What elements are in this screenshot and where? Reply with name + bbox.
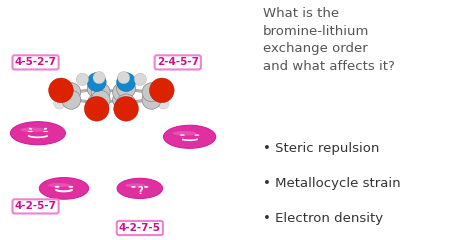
Ellipse shape — [87, 72, 106, 91]
Ellipse shape — [84, 96, 109, 121]
Ellipse shape — [20, 127, 45, 132]
Ellipse shape — [120, 99, 132, 110]
Ellipse shape — [117, 72, 136, 91]
Ellipse shape — [10, 122, 65, 145]
Ellipse shape — [68, 186, 73, 188]
Ellipse shape — [91, 90, 110, 109]
Ellipse shape — [91, 99, 102, 110]
Text: What is the
bromine-lithium
exchange order
and what affects it?: What is the bromine-lithium exchange ord… — [263, 7, 395, 73]
Ellipse shape — [43, 131, 48, 132]
Ellipse shape — [91, 83, 110, 102]
Ellipse shape — [49, 78, 73, 103]
Text: ?: ? — [137, 186, 143, 196]
Text: 4-2-5-7: 4-2-5-7 — [15, 201, 56, 211]
Ellipse shape — [118, 72, 130, 84]
Ellipse shape — [149, 78, 174, 103]
Ellipse shape — [173, 131, 196, 136]
Ellipse shape — [164, 125, 216, 148]
Ellipse shape — [114, 96, 138, 121]
Ellipse shape — [194, 134, 200, 136]
Ellipse shape — [87, 79, 106, 98]
Ellipse shape — [87, 94, 106, 113]
Ellipse shape — [76, 73, 89, 85]
Ellipse shape — [48, 183, 70, 187]
Ellipse shape — [142, 90, 161, 109]
Ellipse shape — [93, 72, 105, 84]
Ellipse shape — [144, 186, 148, 188]
Ellipse shape — [180, 134, 185, 136]
Ellipse shape — [62, 90, 81, 109]
Text: • Steric repulsion: • Steric repulsion — [263, 142, 380, 155]
Ellipse shape — [142, 83, 161, 102]
Ellipse shape — [62, 83, 81, 102]
Ellipse shape — [158, 98, 169, 109]
Ellipse shape — [54, 98, 65, 109]
Ellipse shape — [27, 131, 33, 132]
Ellipse shape — [113, 83, 132, 102]
Ellipse shape — [117, 94, 136, 113]
Ellipse shape — [39, 178, 89, 199]
Ellipse shape — [125, 183, 146, 187]
Ellipse shape — [117, 79, 136, 98]
Ellipse shape — [117, 178, 163, 198]
Ellipse shape — [113, 90, 132, 109]
Text: 2-4-5-7: 2-4-5-7 — [157, 57, 199, 67]
Text: 4-2-7-5: 4-2-7-5 — [119, 223, 161, 233]
Ellipse shape — [134, 73, 146, 85]
Text: • Electron density: • Electron density — [263, 212, 383, 225]
Text: 4-5-2-7: 4-5-2-7 — [15, 57, 56, 67]
Ellipse shape — [131, 186, 136, 188]
Text: • Metallocycle strain: • Metallocycle strain — [263, 177, 401, 190]
Ellipse shape — [55, 186, 60, 188]
